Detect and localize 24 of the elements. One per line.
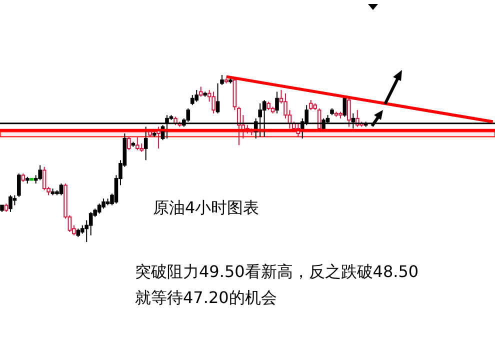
candlestick <box>194 90 199 102</box>
candlestick <box>12 194 17 206</box>
candlestick <box>127 136 131 151</box>
candlestick <box>135 136 140 151</box>
candlestick <box>308 100 313 111</box>
candlestick <box>198 86 203 98</box>
text: 原油4小时图表 <box>153 198 260 219</box>
candlestick <box>97 203 102 214</box>
candlestick <box>102 198 106 210</box>
candlestick <box>38 164 42 181</box>
candlestick <box>237 106 241 146</box>
candlestick <box>59 183 64 196</box>
candlestick <box>216 82 220 114</box>
candlestick <box>212 91 216 114</box>
candlestick <box>342 96 347 118</box>
text: 突破阻力49.50看新高，反之跌破48.50 <box>135 262 419 283</box>
candlestick <box>347 98 351 128</box>
candlestick <box>88 211 93 236</box>
text: 就等待47.20的机会 <box>135 288 277 309</box>
candlestick <box>42 166 46 191</box>
candlestick <box>17 173 21 198</box>
candlestick <box>275 91 279 114</box>
candlestick <box>144 126 148 161</box>
candlestick <box>8 194 12 212</box>
